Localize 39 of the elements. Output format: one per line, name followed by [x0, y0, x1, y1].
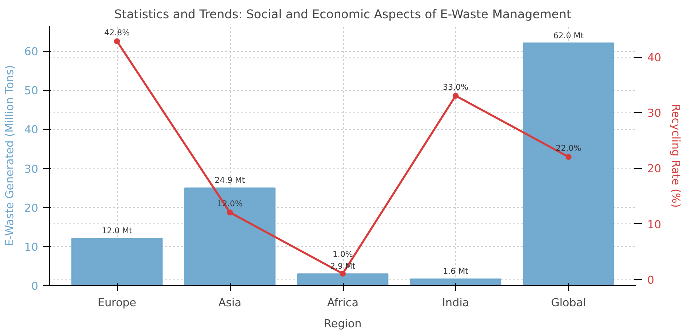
- bar: [184, 188, 276, 286]
- y-tick-label: 0: [32, 280, 38, 293]
- y-tick-label: 40: [24, 124, 39, 137]
- data-label: 12.0 Mt: [102, 226, 132, 236]
- y2-tick-label: 0: [648, 274, 654, 287]
- y-tick-label: 10: [24, 240, 39, 254]
- y-axis-title: E-Waste Generated (Million Tons): [4, 65, 17, 247]
- point: [452, 92, 459, 99]
- y-tick-label: 20: [24, 202, 39, 215]
- bar: [410, 278, 502, 286]
- data-label: 22.0%: [556, 144, 582, 154]
- chart-title: Statistics and Trends: Social and Economic Aspects of E-Waste Management: [114, 8, 572, 22]
- bar: [72, 238, 163, 286]
- y-tick-label: 50: [24, 84, 39, 98]
- y2-tick-label: 30: [648, 107, 662, 120]
- y-tick-label: 30: [24, 162, 39, 176]
- x-tick-label: Europe: [98, 296, 137, 310]
- y2-tick-label: 40: [648, 52, 662, 65]
- data-label: 42.8%: [104, 28, 130, 38]
- x-axis-title: Region: [324, 318, 362, 330]
- bar: [297, 274, 389, 286]
- data-label: 33.0%: [443, 82, 469, 92]
- data-label: 24.9 Mt: [214, 176, 246, 186]
- point: [114, 38, 120, 44]
- x-tick-label: Africa: [327, 296, 359, 310]
- bar: [523, 42, 614, 286]
- point: [566, 154, 572, 160]
- x-tick-label: India: [442, 296, 470, 310]
- y-tick-label: 60: [24, 46, 39, 59]
- data-label: 1.6 Mt: [443, 267, 469, 276]
- x-tick-label: Global: [551, 296, 586, 310]
- y2-tick-label: 10: [648, 218, 662, 232]
- point: [227, 210, 234, 216]
- x-tick-label: Asia: [218, 296, 242, 310]
- point: [340, 270, 346, 277]
- data-label: 62.0 Mt: [554, 31, 584, 40]
- y2-axis-title: Recycling Rate (%): [669, 104, 682, 208]
- y2-tick-label: 20: [648, 162, 662, 176]
- data-label: 1.0%: [332, 250, 354, 260]
